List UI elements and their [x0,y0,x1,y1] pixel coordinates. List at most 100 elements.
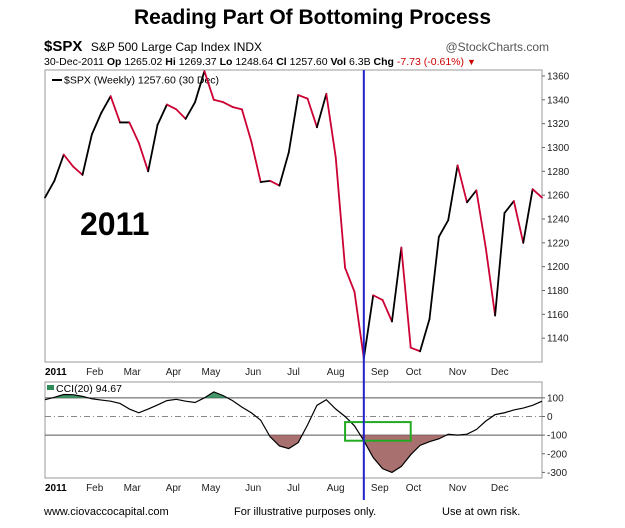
price-segment [522,188,534,244]
change-value: -7.73 (-0.61%) [396,56,465,68]
high-label: Hi [165,56,176,68]
price-segment [100,95,112,114]
price-x-label: Oct [406,367,422,378]
price-segment [81,133,93,176]
price-x-label: Sep [371,367,389,378]
price-segment [297,94,309,100]
cci-x-label: Dec [491,483,509,494]
price-segment [325,92,337,158]
price-segment [391,246,403,323]
cci-legend-swatch [47,385,54,390]
price-segment [137,141,150,173]
cci-y-tick-label: 0 [547,412,553,423]
price-y-tick-label: 1220 [547,238,570,249]
brand-watermark: @StockCharts.com [445,40,549,54]
cci-highlight-box [344,421,412,442]
chart-title: Reading Part Of Bottoming Process [133,6,492,29]
open-value: 1265.02 [124,56,163,68]
price-y-tick-label: 1320 [547,119,570,130]
price-segment [250,140,262,183]
price-segment [512,200,525,244]
cci-x-label: Feb [86,483,104,494]
price-segment [287,94,300,154]
price-segment [466,189,478,204]
price-x-label: Jul [287,367,300,378]
price-segment [419,318,431,353]
price-segment [306,97,318,129]
price-segment [362,294,375,360]
low-label: Lo [219,56,233,68]
cci-y-tick-label: -300 [547,468,567,479]
price-segment [400,246,412,349]
price-segment [53,153,65,182]
cci-legend-label: CCI(20) 94.67 [56,383,122,395]
cci-x-label: Sep [371,483,389,494]
price-segment [44,179,56,199]
volume-label: Vol [330,56,347,68]
price-segment [128,121,140,144]
price-x-label: Aug [327,367,345,378]
price-segment [156,103,168,126]
price-segment [147,123,159,173]
price-segment [437,219,450,238]
price-x-label: Dec [491,367,509,378]
cci-y-tick-label: 100 [547,393,564,404]
price-segment [475,189,487,249]
price-x-label: Apr [166,367,182,378]
price-y-tick-label: 1200 [547,262,570,273]
price-segment [184,101,196,120]
price-segment [269,179,281,187]
price-segment [372,294,384,301]
open-label: Op [106,56,122,68]
price-segment [447,164,459,222]
high-value: 1269.37 [178,56,217,68]
close-value: 1257.60 [289,56,328,68]
cci-overbought-fill [204,391,228,398]
price-x-label: May [202,367,221,378]
cci-y-tick-label: -200 [547,449,567,460]
low-value: 1248.64 [235,56,274,68]
cci-x-label: Jun [245,483,261,494]
price-x-label: Feb [86,367,104,378]
price-x-label: Mar [124,367,142,378]
price-segment [212,98,225,104]
footer-risk: Use at own risk. [442,506,521,518]
cci-x-label: Mar [124,483,142,494]
price-segment [428,235,440,320]
price-segment [344,266,356,293]
price-segment [72,165,84,176]
price-segment [241,108,253,143]
price-y-tick-label: 1300 [547,143,570,154]
cci-oversold-fill [269,435,303,449]
price-y-tick-label: 1160 [547,310,569,321]
price-segment [231,106,243,111]
cci-x-label: Apr [166,483,182,494]
down-triangle-icon: ▼ [466,57,476,67]
price-panel-frame [44,69,543,363]
cci-x-label: 2011 [45,483,67,494]
cci-x-label: Aug [327,483,345,494]
price-y-tick-label: 1140 [547,334,569,345]
price-x-label: Nov [449,367,467,378]
volume-value: 6.3B [349,56,371,68]
cci-x-label: Nov [449,483,467,494]
price-segment [259,179,271,183]
cci-panel-frame [44,381,543,479]
footer-website: www.ciovaccocapital.com [44,506,169,518]
price-segment [353,290,365,360]
price-segment [381,299,393,323]
price-segment [278,151,290,187]
quote-line: 30-Dec-2011 Op 1265.02 Hi 1269.37 Lo 124… [44,56,549,68]
price-segment [109,95,121,124]
cci-oversold-fill [360,435,447,473]
price-segment [166,103,178,111]
price-segment [484,246,497,317]
footer-disclaimer: For illustrative purposes only. [234,506,377,518]
price-y-tick-label: 1340 [547,95,570,106]
price-y-tick-label: 1360 [547,71,570,82]
price-segment [194,70,206,104]
cci-x-label: Jul [287,483,300,494]
price-legend-label: $SPX (Weekly) 1257.60 (30 Dec) [64,75,219,87]
symbol: $SPX [44,38,83,55]
